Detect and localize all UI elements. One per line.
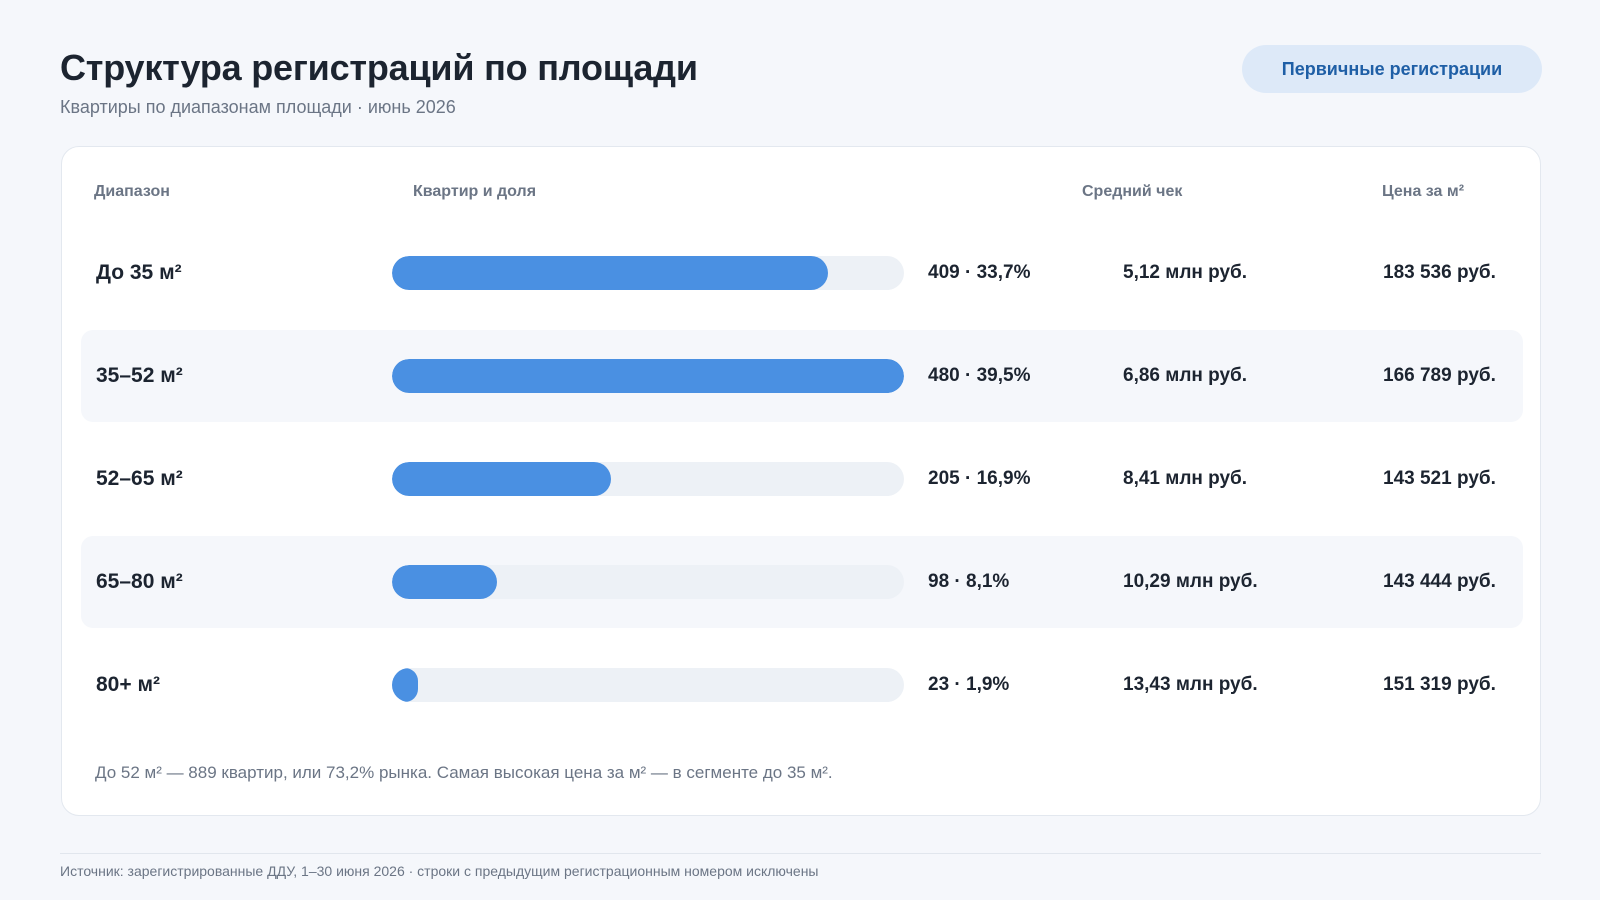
avg-check-value: 5,12 млн руб. <box>1123 262 1248 283</box>
column-header-avg-check: Средний чек <box>1082 183 1183 200</box>
segment-filter-button[interactable]: Первичные регистрации <box>1242 45 1542 93</box>
range-label: До 35 м² <box>96 261 182 284</box>
bar <box>392 256 829 290</box>
price-per-m2-value: 183 536 руб. <box>1383 262 1496 283</box>
count-share-label: 480 · 39,5% <box>928 365 1031 386</box>
avg-check-value: 10,29 млн руб. <box>1123 571 1258 592</box>
price-per-m2-value: 151 319 руб. <box>1383 674 1496 695</box>
avg-check-value: 8,41 млн руб. <box>1123 468 1248 489</box>
page-subtitle: Квартиры по диапазонам площади · июнь 20… <box>60 97 456 117</box>
count-share-label: 205 · 16,9% <box>928 468 1031 489</box>
bar <box>392 359 904 393</box>
footer-divider <box>60 853 1541 854</box>
table-row: До 35 м² 409 · 33,7% 5,12 млн руб. 183 536 … <box>81 227 1523 319</box>
bar-track <box>392 462 904 496</box>
price-per-m2-value: 166 789 руб. <box>1383 365 1496 386</box>
range-label: 52–65 м² <box>96 467 183 490</box>
count-share-label: 409 · 33,7% <box>928 262 1031 283</box>
range-label: 65–80 м² <box>96 570 183 593</box>
column-header-count-share: Квартир и доля <box>413 183 537 200</box>
bar <box>392 565 497 599</box>
bar-track <box>392 565 904 599</box>
avg-check-value: 6,86 млн руб. <box>1123 365 1248 386</box>
table-row: 52–65 м² 205 · 16,9% 8,41 млн руб. 143 521 … <box>81 433 1523 525</box>
table-row: 35–52 м² 480 · 39,5% 6,86 млн руб. 166 789 … <box>81 330 1523 422</box>
count-share-label: 23 · 1,9% <box>928 674 1010 695</box>
bar-track <box>392 359 904 393</box>
page-title: Структура регистраций по площади <box>60 47 698 88</box>
area-structure-card: Диапазон Квартир и доля Средний чек Цена… <box>61 146 1541 816</box>
column-header-price-per-m2: Цена за м² <box>1382 183 1465 200</box>
bar <box>392 668 418 702</box>
column-header-range: Диапазон <box>94 183 170 200</box>
table-row: 80+ м² 23 · 1,9% 13,43 млн руб. 151 319 руб… <box>81 639 1523 731</box>
price-per-m2-value: 143 521 руб. <box>1383 468 1496 489</box>
bar-track <box>392 668 904 702</box>
bar <box>392 462 611 496</box>
summary-note: До 52 м² — 889 квартир, или 73,2% рынка.… <box>95 763 833 782</box>
price-per-m2-value: 143 444 руб. <box>1383 571 1496 592</box>
count-share-label: 98 · 8,1% <box>928 571 1010 592</box>
table-row: 65–80 м² 98 · 8,1% 10,29 млн руб. 143 444 р… <box>81 536 1523 628</box>
range-label: 80+ м² <box>96 673 160 696</box>
avg-check-value: 13,43 млн руб. <box>1123 674 1258 695</box>
bar-track <box>392 256 904 290</box>
source-note: Источник: зарегистрированные ДДУ, 1–30 и… <box>60 863 819 879</box>
range-label: 35–52 м² <box>96 364 183 387</box>
